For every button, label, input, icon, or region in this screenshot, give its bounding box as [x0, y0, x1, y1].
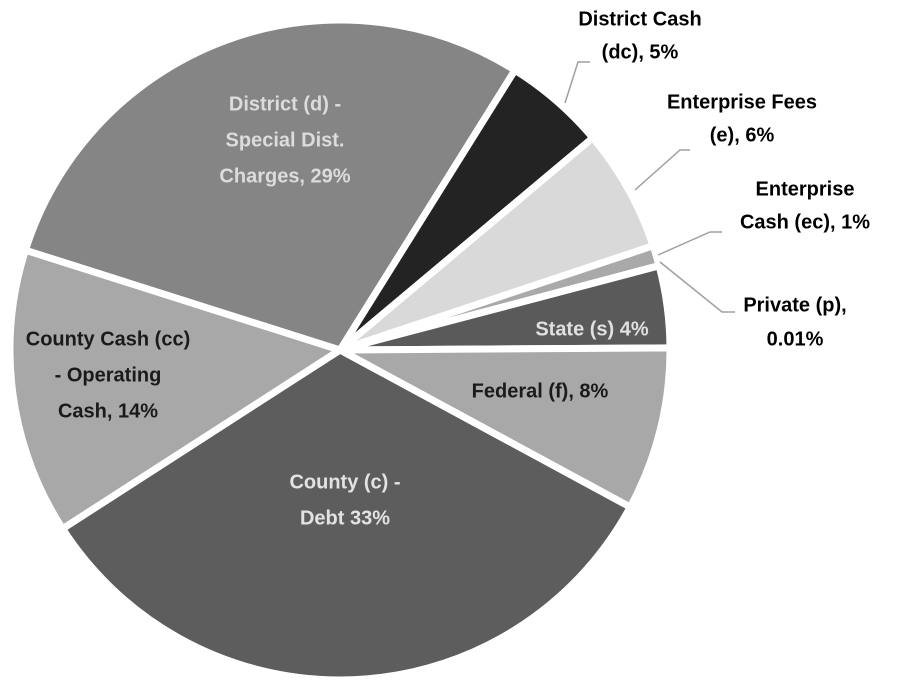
data-label: State (s) 4%	[535, 318, 649, 340]
data-label: Enterprise Fees	[667, 91, 817, 113]
pie-slice	[59, 346, 634, 684]
pie-slice	[6, 246, 344, 533]
leader-line	[659, 261, 735, 313]
data-label: (dc), 5%	[602, 41, 679, 63]
leader-line	[634, 149, 690, 191]
leader-line	[657, 231, 722, 256]
data-label: County Cash (cc)	[26, 328, 190, 350]
pie-slice	[336, 344, 674, 511]
data-label: Special Dist.	[226, 129, 345, 151]
data-label: Debt 33%	[300, 507, 390, 529]
data-label: Cash (ec), 1%	[740, 211, 870, 233]
data-label: Cash, 14%	[58, 400, 158, 422]
data-label: - Operating	[55, 364, 162, 386]
data-label: Federal (f), 8%	[472, 380, 609, 402]
data-label: Charges, 29%	[219, 165, 350, 187]
data-label: Enterprise	[756, 178, 855, 200]
data-label: District Cash	[578, 8, 701, 30]
leader-line	[564, 61, 590, 104]
data-label: County (c) -	[289, 471, 400, 493]
data-label: (e), 6%	[710, 124, 775, 146]
data-label: 0.01%	[767, 328, 824, 350]
data-label: Private (p),	[743, 294, 846, 316]
data-label: District (d) -	[229, 93, 341, 115]
pie-slice	[21, 16, 519, 354]
